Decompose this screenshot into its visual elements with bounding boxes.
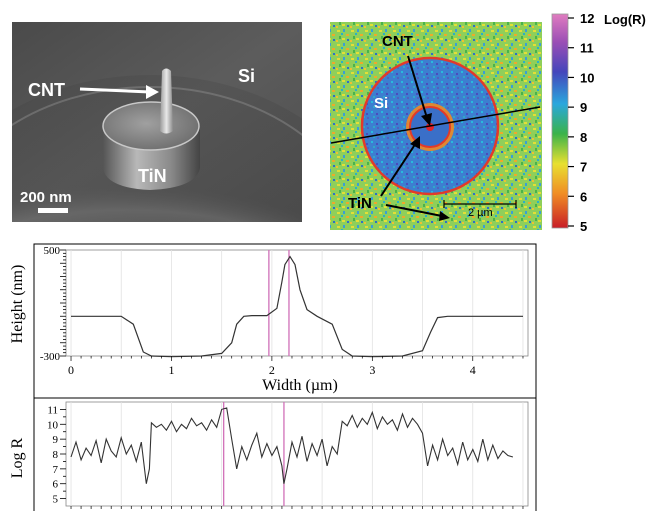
colorbar-tick-label: 6 [580,189,587,204]
map-label-cnt: CNT [382,33,413,50]
cnt-nanotube [160,68,173,134]
map-label-si: Si [374,95,388,112]
sem-cnt-arrowhead [146,85,159,99]
height-xtick-label: 3 [369,363,375,377]
height-series-line [71,255,523,358]
colorbar-tick-label: 5 [580,219,587,234]
colorbar-gradient [551,13,569,229]
sem-scale-bar [38,208,68,213]
logr-series-line [70,407,514,484]
colorbar-tick-label: 7 [580,160,587,175]
height-ytick-label: -300 [40,351,61,363]
height-xtick-label: 4 [470,363,476,377]
colorbar-tick-label: 11 [580,41,594,56]
height-xtick-label: 0 [68,363,74,377]
logr-ylabel: Log R [9,437,26,478]
logr-plot-area [65,401,529,507]
logr-ytick-label: 7 [53,464,59,476]
height-xtick-label: 1 [168,363,174,377]
logr-ytick-label: 8 [53,449,59,461]
sem-image-panel: CNT Si TiN 200 nm [12,22,302,222]
colorbar-tick-label: 12 [580,11,594,26]
height-ylabel: Height (nm) [9,265,26,344]
sem-scale-label: 200 nm [20,189,72,206]
sem-cnt-arrow [79,87,151,94]
height-profile-chart: 500 -300 0 1 2 3 4 Width (µm) Height (nm) [9,243,537,399]
colorbar-tick-label: 9 [580,100,587,115]
tin-pillar-top [102,101,200,151]
logr-ytick-label: 11 [47,404,58,416]
logr-ytick-label: 5 [53,494,59,506]
logr-ytick-label: 6 [53,479,59,491]
sem-label-tin: TiN [138,166,167,186]
map-label-tin: TiN [348,195,372,212]
map-cnt-arrow [407,55,428,119]
colorbar-tick-label: 10 [580,70,594,85]
colorbar: 12 11 10 9 8 7 6 5 Log(R) [551,11,646,234]
map-profile-line [330,106,541,144]
map-scale-label: 2 µm [468,207,493,219]
colorbar-title: Log(R) [604,12,646,27]
sem-label-si: Si [238,66,255,86]
height-plot-area [65,249,529,357]
height-xtick-label: 2 [269,363,275,377]
logr-ytick-label: 9 [53,434,59,446]
height-ytick-label: 500 [44,245,61,257]
resistance-map-panel: CNT Si TiN 2 µm [330,22,542,230]
map-tin-arrow-2 [385,204,443,217]
map-tin-arrow-1 [380,142,417,197]
logr-ytick-label: 10 [47,419,59,431]
logr-profile-chart: 11 10 9 8 7 6 5 Log R [9,397,537,511]
colorbar-tick-label: 8 [580,130,587,145]
height-xlabel: Width (µm) [262,377,338,394]
sem-label-cnt: CNT [28,80,65,100]
